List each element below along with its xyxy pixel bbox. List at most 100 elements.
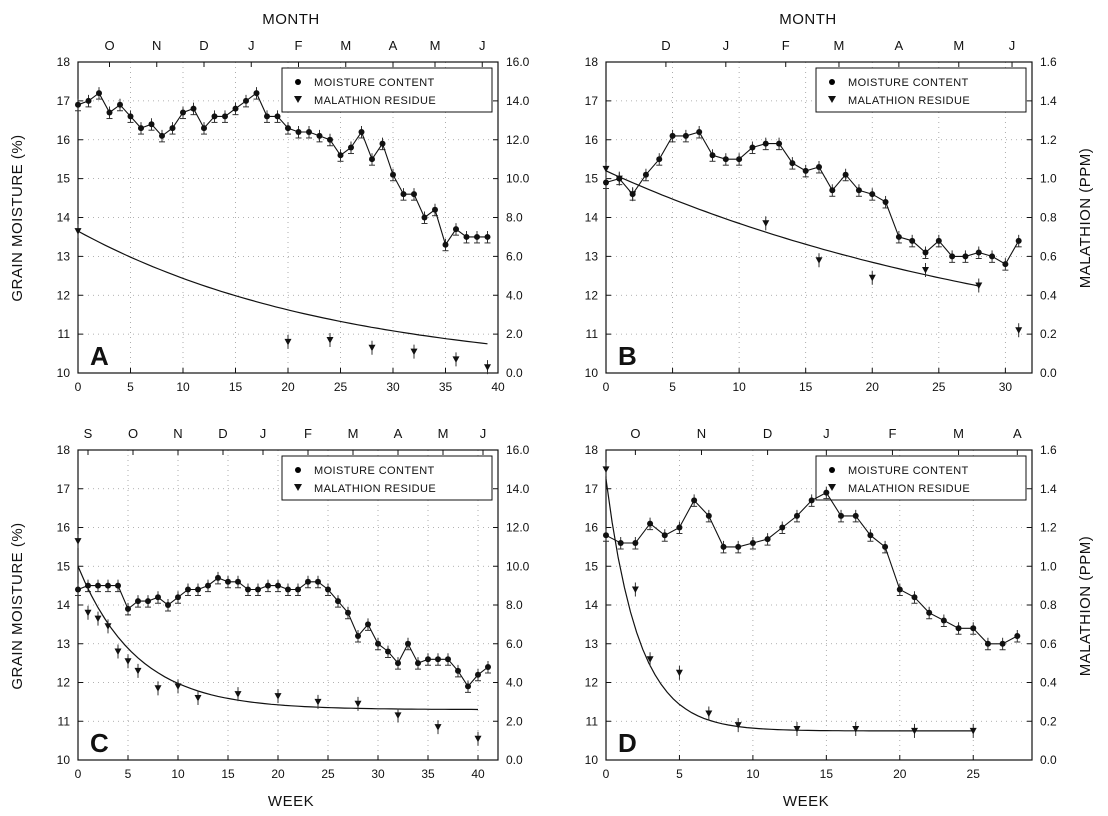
residue-point: [793, 726, 801, 733]
panel-c: 10 11 12 13 14 15 16 17 18 0.0 2.0 4.0 6.0 8.0 10.0 12.…: [57, 426, 530, 781]
moisture-point: [852, 512, 859, 519]
month-label: J: [248, 38, 255, 53]
y2-tick-label: 1.6: [1040, 443, 1057, 457]
residue-fit-curve: [605, 170, 979, 287]
x-tick-label: 30: [371, 767, 385, 781]
y2-tick-label: 6.0: [506, 637, 523, 651]
residue-point: [734, 722, 742, 729]
x-tick-label: 30: [386, 380, 400, 394]
moisture-point: [869, 191, 876, 198]
moisture-point: [365, 621, 371, 628]
residue-point: [631, 586, 639, 593]
moisture-point: [245, 586, 251, 593]
y-tick-label: 10: [57, 366, 71, 380]
y-tick-label: 10: [585, 366, 599, 380]
y2-tick-label: 0.2: [1040, 327, 1057, 341]
month-label: A: [895, 38, 904, 53]
y-tick-label: 16: [585, 133, 599, 147]
residue-point: [602, 466, 610, 473]
x-tick-label: 20: [271, 767, 285, 781]
residue-point: [452, 356, 460, 363]
moisture-point: [316, 132, 323, 139]
moisture-point: [935, 237, 942, 244]
moisture-point: [838, 512, 845, 519]
moisture-point: [211, 113, 218, 120]
y-tick-label: 16: [585, 521, 599, 535]
moisture-point: [405, 640, 411, 647]
month-label: J: [480, 426, 487, 441]
y-tick-label: 12: [57, 288, 71, 302]
residue-point: [975, 282, 983, 289]
x-tick-label: 40: [491, 380, 505, 394]
bottom-week-title-left: WEEK: [268, 793, 314, 810]
moisture-point: [180, 109, 186, 116]
residue-point: [911, 727, 918, 735]
y-tick-label: 10: [585, 753, 599, 767]
moisture-point: [369, 156, 375, 163]
moisture-point: [911, 594, 918, 601]
month-label: J: [823, 426, 830, 441]
moisture-point: [485, 664, 491, 670]
moisture-point: [453, 226, 459, 233]
month-label: M: [348, 426, 359, 441]
residue-point: [629, 191, 637, 198]
moisture-point: [855, 187, 862, 194]
y-tick-label: 10: [57, 753, 71, 767]
moisture-point: [1015, 237, 1022, 244]
moisture-point: [802, 167, 809, 174]
month-label: M: [953, 38, 964, 53]
residue-point: [646, 656, 654, 663]
moisture-point: [465, 683, 471, 690]
panel-label: C: [90, 728, 109, 758]
moisture-point: [669, 132, 676, 139]
moisture-point: [135, 598, 141, 605]
moisture-point: [484, 233, 491, 240]
moisture-point: [145, 598, 151, 605]
moisture-point: [617, 540, 624, 546]
x-tick-label: 15: [221, 767, 235, 781]
moisture-point: [85, 97, 92, 104]
x-tick-label: 0: [603, 380, 610, 394]
x-tick-label: 5: [127, 380, 134, 394]
x-tick-label: 25: [321, 767, 335, 781]
moisture-point: [169, 125, 176, 132]
moisture-point: [335, 598, 341, 605]
moisture-point: [185, 586, 191, 593]
left-axis-title-bottom: GRAIN MOISTURE (%): [9, 522, 26, 689]
moisture-point: [603, 179, 609, 186]
moisture-point: [205, 582, 211, 589]
y-tick-label: 15: [57, 559, 71, 573]
residue-point: [314, 698, 322, 706]
residue-point: [354, 700, 362, 708]
moisture-point: [816, 163, 822, 170]
moisture-point: [327, 136, 333, 143]
legend-residue-label: MALATHION RESIDUE: [848, 95, 970, 107]
top-month-title-left: MONTH: [262, 11, 320, 28]
residue-point: [124, 658, 132, 665]
y-tick-label: 17: [57, 482, 71, 496]
x-tick-label: 15: [820, 767, 834, 781]
moisture-line: [605, 491, 1018, 645]
y2-tick-label: 0.6: [1040, 249, 1057, 263]
y2-tick-label: 14.0: [506, 94, 530, 108]
y2-tick-label: 0.2: [1040, 714, 1057, 728]
x-tick-label: 5: [676, 767, 683, 781]
moisture-point: [867, 532, 874, 539]
moisture-point: [882, 543, 889, 550]
y2-tick-label: 1.4: [1040, 94, 1057, 108]
legend-box: [815, 67, 1027, 113]
x-tick-label: 40: [471, 767, 485, 781]
residue-fit-curve: [77, 566, 479, 711]
moisture-point: [117, 101, 123, 108]
residue-point: [284, 338, 292, 346]
month-label: F: [295, 38, 303, 53]
y-tick-label: 17: [585, 482, 599, 496]
x-tick-label: 0: [75, 767, 82, 781]
month-label: J: [723, 38, 730, 53]
residue-fit-curve: [77, 230, 488, 345]
moisture-point: [1002, 261, 1009, 268]
moisture-point: [975, 249, 982, 256]
moisture-point: [475, 671, 481, 678]
residue-point: [762, 220, 770, 227]
month-label: J: [1009, 38, 1016, 53]
